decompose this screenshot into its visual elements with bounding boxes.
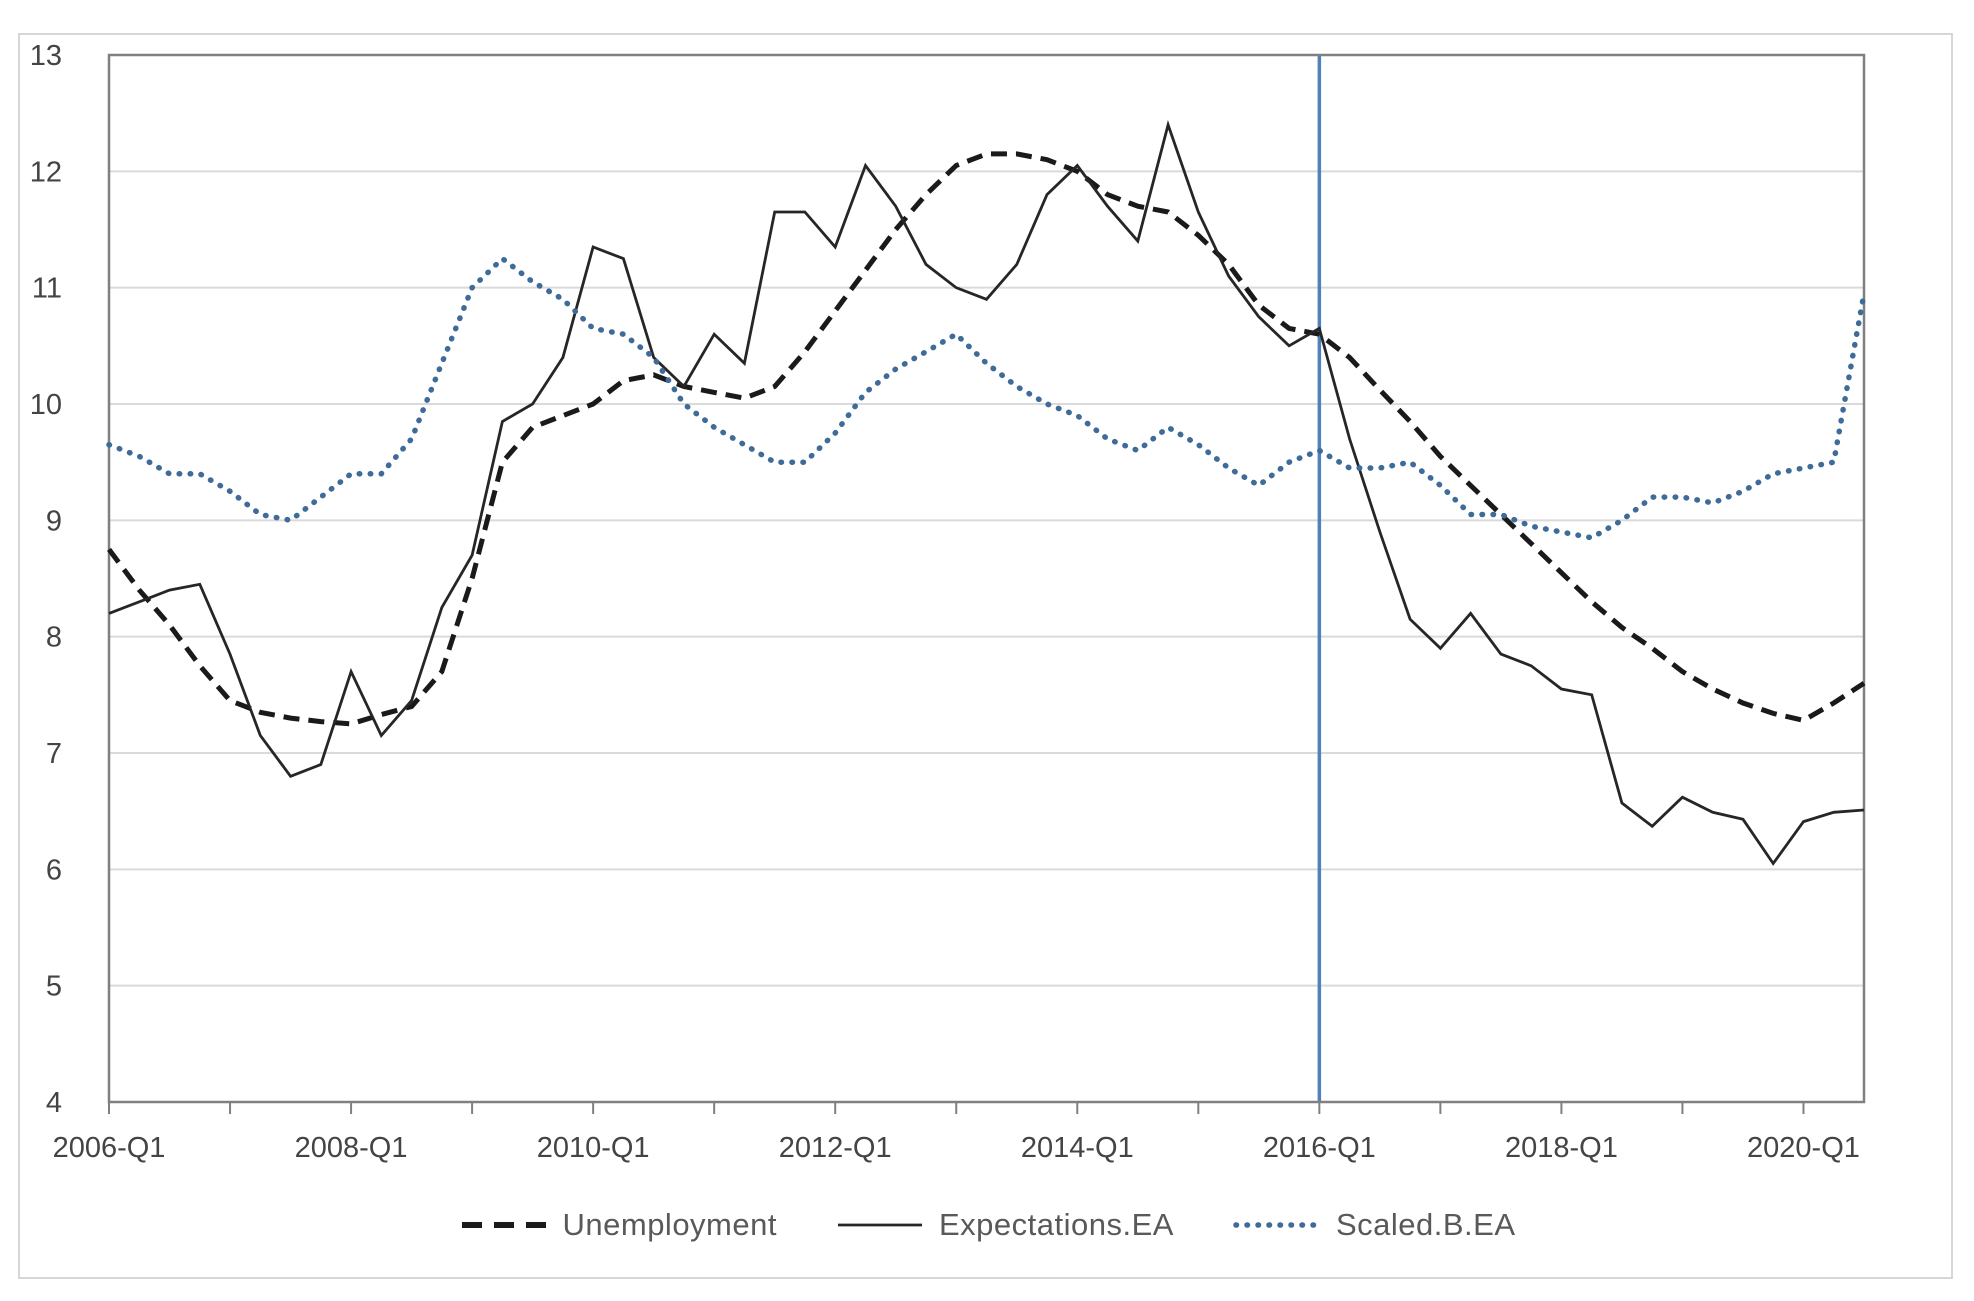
x-axis-tick-label: 2012-Q1 bbox=[779, 1132, 892, 1164]
series-line-scaled-b-ea bbox=[106, 254, 1867, 541]
series-line-expectations-ea bbox=[108, 119, 1865, 866]
y-axis-tick-label: 8 bbox=[46, 622, 62, 654]
y-axis-tick-label: 5 bbox=[46, 971, 62, 1003]
y-axis-tick-label: 11 bbox=[32, 273, 62, 305]
plot-frame bbox=[107, 53, 1866, 1104]
x-axis-tick-label: 2006-Q1 bbox=[53, 1132, 166, 1164]
y-axis-tick-label: 7 bbox=[46, 738, 62, 770]
y-axis-tick-label: 12 bbox=[30, 156, 62, 188]
y-axis-tick-label: 10 bbox=[30, 389, 62, 421]
x-axis-tick-label: 2016-Q1 bbox=[1263, 1132, 1376, 1164]
chart-legend: Unemployment Expectations.EA Scaled.B.EA bbox=[0, 1207, 1974, 1243]
dashed-line-sample-icon bbox=[461, 1222, 546, 1228]
x-axis-tick-label: 2008-Q1 bbox=[295, 1132, 408, 1164]
legend-label: Unemployment bbox=[562, 1207, 777, 1242]
legend-item-unemployment: Unemployment bbox=[459, 1207, 777, 1243]
solid-line-sample-icon bbox=[837, 1223, 922, 1227]
y-axis-tick-label: 9 bbox=[46, 505, 62, 537]
y-axis-tick-label: 6 bbox=[46, 854, 62, 886]
y-axis-tick-label: 13 bbox=[30, 40, 62, 72]
legend-label: Expectations.EA bbox=[938, 1207, 1174, 1242]
x-axis-tick-label: 2010-Q1 bbox=[537, 1132, 650, 1164]
legend-item-expectations-ea: Expectations.EA bbox=[835, 1207, 1174, 1243]
dotted-line-sample-icon bbox=[1233, 1222, 1322, 1228]
x-axis-tick-label: 2020-Q1 bbox=[1747, 1132, 1860, 1164]
x-axis-tick-label: 2018-Q1 bbox=[1505, 1132, 1618, 1164]
x-axis-tick-label: 2014-Q1 bbox=[1021, 1132, 1134, 1164]
legend-label: Scaled.B.EA bbox=[1335, 1207, 1516, 1242]
y-axis-tick-label: 4 bbox=[46, 1087, 62, 1119]
series-line-unemployment bbox=[106, 151, 1866, 727]
legend-item-scaled-b-ea: Scaled.B.EA bbox=[1232, 1207, 1516, 1243]
